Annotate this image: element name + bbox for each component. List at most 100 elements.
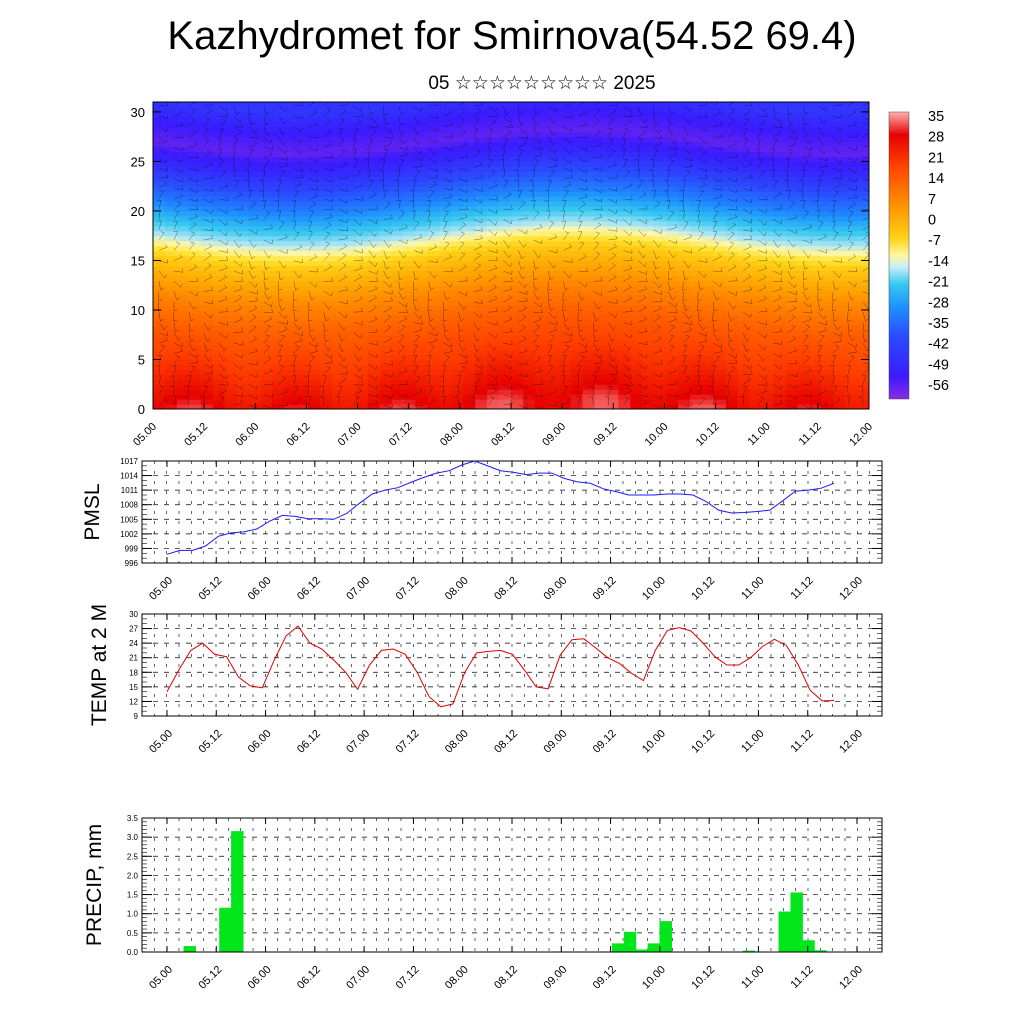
heatmap-cell <box>546 102 560 108</box>
heatmap-cell <box>272 399 285 405</box>
wind-barb <box>458 129 467 138</box>
heatmap-cell <box>534 349 548 356</box>
wind-barb <box>293 312 299 322</box>
heatmap-cell <box>320 319 333 326</box>
wind-barb <box>398 210 405 220</box>
heatmap-cell <box>212 369 226 375</box>
wind-barb <box>368 205 379 210</box>
heatmap-cell <box>773 329 787 336</box>
heatmap-cell <box>391 121 405 128</box>
heatmap-cell <box>725 384 739 390</box>
wind-barb <box>173 157 183 164</box>
heatmap-cell <box>630 255 643 262</box>
heatmap-cell <box>176 201 190 207</box>
heatmap-cell <box>153 260 166 266</box>
heatmap-cell <box>654 329 667 336</box>
heatmap-cell <box>272 379 285 385</box>
wind-barb <box>383 297 393 303</box>
heatmap-cell <box>821 181 834 187</box>
heatmap-cell <box>367 220 381 227</box>
heatmap-cell <box>260 359 273 366</box>
wind-barb <box>383 126 392 134</box>
heatmap-cell <box>200 151 214 158</box>
heatmap-cell <box>248 121 261 128</box>
wind-barb <box>663 189 669 199</box>
heatmap-cell <box>785 245 798 252</box>
heatmap-cell <box>666 275 679 281</box>
heatmap-cell <box>594 250 608 257</box>
heatmap-cell <box>737 196 751 202</box>
heatmap-cell <box>821 151 834 158</box>
heatmap-cell <box>606 319 619 326</box>
wind-barb <box>757 219 767 226</box>
wind-barb <box>233 341 243 346</box>
heatmap-cell <box>379 255 393 262</box>
wind-barb <box>638 399 648 406</box>
wind-barb <box>728 102 735 107</box>
wind-barb <box>428 174 438 179</box>
wind-barb <box>488 239 498 246</box>
heatmap-cell <box>558 280 572 286</box>
heatmap-cell <box>558 260 572 266</box>
heatmap-cell <box>272 171 285 177</box>
heatmap-cell <box>570 121 584 128</box>
wind-barb <box>563 332 573 337</box>
heatmap-cell <box>248 205 261 212</box>
heatmap-cell <box>153 314 166 321</box>
heatmap-cell <box>343 245 357 252</box>
heatmap-cell <box>355 191 369 197</box>
heatmap-cell <box>367 344 381 351</box>
wind-barb <box>757 208 767 214</box>
heatmap-cell <box>296 389 309 395</box>
heatmap-cell <box>785 369 798 375</box>
heatmap-cell <box>606 314 619 321</box>
heatmap-cell <box>749 354 763 361</box>
wind-barb <box>383 404 393 409</box>
heatmap-cell <box>487 369 500 375</box>
heatmap-cell <box>355 116 369 123</box>
heatmap-cell <box>522 324 536 331</box>
heatmap-cell <box>296 116 309 123</box>
heatmap-cell <box>821 255 834 262</box>
heatmap-cell <box>582 121 596 128</box>
wind-barb <box>428 337 438 344</box>
heatmap-cell <box>522 300 536 306</box>
heatmap-cell <box>713 374 727 380</box>
heatmap-cell <box>642 171 655 177</box>
heatmap-cell <box>296 245 309 252</box>
wind-barb <box>712 220 718 230</box>
heatmap-cell <box>749 136 763 143</box>
heatmap-cell <box>511 260 524 266</box>
heatmap-cell <box>403 300 417 306</box>
heatmap-cell <box>451 151 464 158</box>
heatmap-cell <box>272 384 285 390</box>
heatmap-cell <box>511 339 524 346</box>
heatmap-cell <box>678 394 691 400</box>
wind-barb <box>248 296 259 303</box>
heatmap-cell <box>415 314 429 321</box>
heatmap-cell <box>546 359 560 366</box>
wind-barb <box>563 258 573 263</box>
heatmap-cell <box>224 116 238 123</box>
heatmap-cell <box>713 205 727 212</box>
heatmap-cell <box>451 131 464 138</box>
heatmap-cell <box>272 196 285 202</box>
wind-barb <box>758 182 768 189</box>
wind-barb <box>398 404 408 409</box>
heatmap-cell <box>511 191 524 197</box>
wind-barb <box>593 241 600 251</box>
heatmap-cell <box>678 176 691 182</box>
wind-barb <box>217 138 222 148</box>
heatmap-cell <box>355 369 369 375</box>
heatmap-cell <box>857 280 869 286</box>
heatmap-cell <box>833 389 846 395</box>
wind-barb <box>488 387 498 395</box>
heatmap-cell <box>773 354 787 361</box>
heatmap-cell <box>594 349 608 356</box>
heatmap-cell <box>522 280 536 286</box>
wind-barb <box>188 177 198 183</box>
wind-barb <box>323 222 332 230</box>
heatmap-cell <box>511 374 524 380</box>
heatmap-cell <box>236 324 250 331</box>
heatmap-cell <box>415 156 429 163</box>
